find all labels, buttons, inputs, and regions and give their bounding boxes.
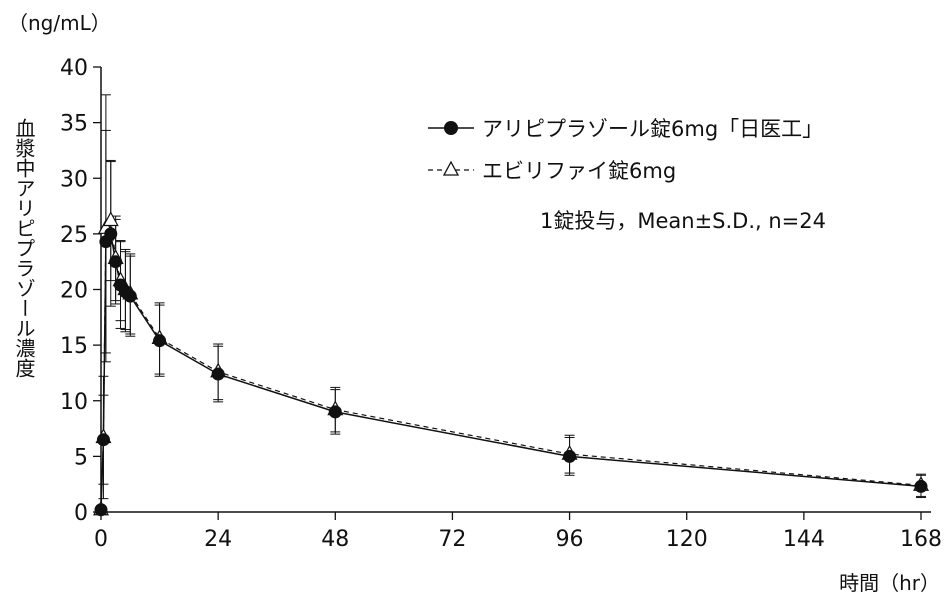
- x-tick-label: 48: [321, 527, 349, 552]
- y-tick-label: 15: [60, 334, 88, 359]
- legend: アリピプラゾール錠6mg「日医工」 エビリファイ錠6mg 1錠投与，Mean±S…: [428, 117, 826, 233]
- y-tick-label: 25: [60, 223, 88, 248]
- data-point-series-1: [153, 334, 167, 348]
- x-tick-label: 0: [94, 527, 108, 552]
- data-point-series-1: [328, 405, 342, 419]
- data-point-series-1: [123, 289, 137, 303]
- y-tick-label: 40: [60, 56, 88, 81]
- axes: 0 5 10 15 20 25 30 35 40 0 24 48 72 96 120 144 168: [60, 56, 942, 552]
- data-point-series-2: [102, 211, 119, 227]
- x-tick-label: 96: [556, 527, 584, 552]
- data-point-series-1: [109, 255, 123, 269]
- chart-annotation: 1錠投与，Mean±S.D., n=24: [540, 209, 826, 233]
- legend-marker-series-1: [444, 121, 458, 135]
- data-point-series-1: [104, 227, 118, 241]
- y-tick-label: 20: [60, 279, 88, 304]
- x-tick-label: 168: [900, 527, 942, 552]
- y-axis-label: 血漿中アリピプラゾール濃度: [12, 118, 36, 378]
- series-line-2: [100, 218, 922, 510]
- data-point-series-1: [96, 433, 110, 447]
- x-axis-label: 時間（hr）: [839, 571, 940, 595]
- data-point-series-1: [94, 503, 108, 517]
- y-unit-label: （ng/mL）: [8, 11, 111, 35]
- x-tick-label: 120: [666, 527, 708, 552]
- data-point-series-1: [563, 449, 577, 463]
- y-tick-label: 35: [60, 112, 88, 137]
- x-tick-label: 72: [438, 527, 466, 552]
- x-tick-label: 24: [204, 527, 232, 552]
- x-tick-label: 144: [783, 527, 825, 552]
- data-point-series-1: [914, 479, 928, 493]
- legend-label-series-1: アリピプラゾール錠6mg「日医工」: [482, 117, 823, 141]
- y-tick-label: 10: [60, 390, 88, 415]
- y-tick-label: 0: [74, 501, 88, 526]
- series-markers: [92, 211, 930, 517]
- data-point-series-1: [211, 367, 225, 381]
- y-tick-label: 30: [60, 167, 88, 192]
- legend-marker-series-2: [442, 160, 460, 176]
- series-lines: [100, 218, 922, 510]
- y-tick-label: 5: [74, 445, 88, 470]
- legend-label-series-2: エビリファイ錠6mg: [482, 159, 676, 183]
- error-bars: [96, 94, 926, 512]
